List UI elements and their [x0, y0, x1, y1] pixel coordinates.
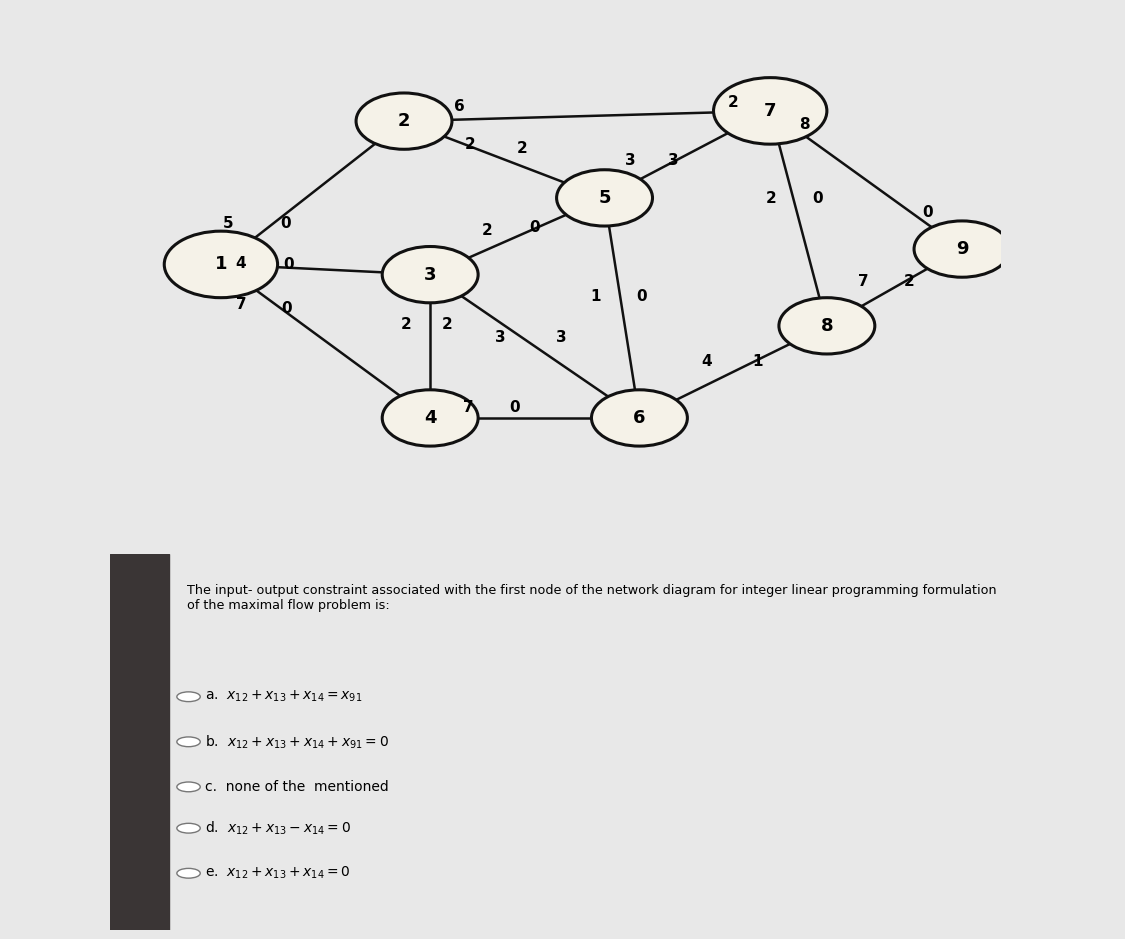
Circle shape: [177, 824, 200, 833]
Text: 4: 4: [702, 354, 712, 369]
Text: c.  none of the  mentioned: c. none of the mentioned: [205, 780, 388, 793]
Text: 3: 3: [424, 266, 436, 284]
Circle shape: [914, 221, 1010, 277]
Circle shape: [778, 298, 875, 354]
Text: a.  $x_{12} + x_{13} + x_{14} = x_{91}$: a. $x_{12} + x_{13} + x_{14} = x_{91}$: [205, 689, 362, 704]
Text: d.  $x_{12} + x_{13} - x_{14} = 0$: d. $x_{12} + x_{13} - x_{14} = 0$: [205, 820, 351, 837]
Circle shape: [177, 737, 200, 747]
Text: 7: 7: [236, 298, 246, 313]
Bar: [110, 554, 169, 930]
Text: 3: 3: [495, 330, 505, 345]
Circle shape: [164, 231, 278, 298]
Text: 4: 4: [424, 409, 436, 427]
Text: 0: 0: [922, 206, 933, 221]
Text: 0: 0: [812, 191, 822, 206]
Text: 3: 3: [624, 153, 636, 168]
Circle shape: [177, 869, 200, 878]
Text: 0: 0: [530, 220, 540, 235]
Text: b.  $x_{12} + x_{13} + x_{14} + x_{91} = 0$: b. $x_{12} + x_{13} + x_{14} + x_{91} = …: [205, 733, 388, 750]
Text: 2: 2: [400, 317, 411, 332]
Text: e.  $x_{12} + x_{13} + x_{14} = 0$: e. $x_{12} + x_{13} + x_{14} = 0$: [205, 865, 350, 882]
Circle shape: [382, 390, 478, 446]
Text: 0: 0: [284, 256, 294, 271]
Text: The input- output constraint associated with the first node of the network diagr: The input- output constraint associated …: [187, 584, 997, 612]
Text: 2: 2: [482, 223, 493, 239]
Text: 7: 7: [858, 273, 868, 288]
Text: 1: 1: [753, 354, 763, 369]
Text: 5: 5: [598, 189, 611, 207]
Text: 5: 5: [223, 216, 233, 231]
Circle shape: [382, 247, 478, 302]
Text: 7: 7: [764, 102, 776, 120]
Text: 2: 2: [728, 95, 738, 110]
Text: 0: 0: [281, 300, 291, 316]
Text: 6: 6: [453, 100, 465, 115]
Text: 2: 2: [442, 317, 453, 332]
Text: 2: 2: [465, 137, 475, 152]
Text: 9: 9: [956, 240, 969, 258]
Text: 7: 7: [464, 400, 474, 415]
Text: 8: 8: [800, 117, 810, 132]
Text: 1: 1: [591, 289, 601, 304]
Text: 2: 2: [398, 112, 411, 131]
Text: 2: 2: [904, 273, 915, 288]
Text: 0: 0: [280, 216, 291, 231]
Circle shape: [557, 170, 652, 226]
Text: 0: 0: [510, 400, 520, 415]
Text: 4: 4: [235, 256, 246, 271]
Text: 1: 1: [215, 255, 227, 273]
Circle shape: [356, 93, 452, 149]
Circle shape: [592, 390, 687, 446]
Circle shape: [177, 692, 200, 701]
Text: 6: 6: [633, 409, 646, 427]
Text: 3: 3: [556, 330, 566, 345]
Text: 2: 2: [766, 191, 776, 206]
Circle shape: [177, 782, 200, 792]
Text: 8: 8: [820, 316, 834, 335]
Text: 2: 2: [516, 141, 528, 156]
Text: 3: 3: [668, 153, 678, 168]
Text: 0: 0: [637, 289, 647, 304]
Circle shape: [713, 78, 827, 145]
